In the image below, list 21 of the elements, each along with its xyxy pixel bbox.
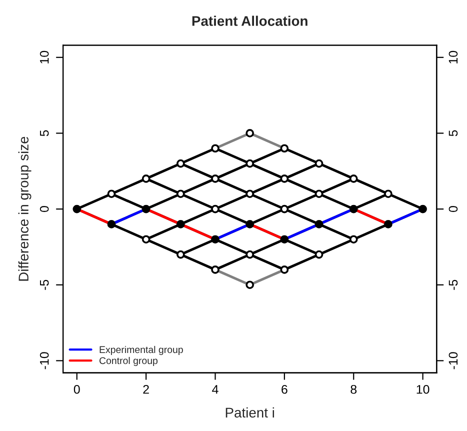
x-tick-label: 2 — [143, 384, 149, 394]
legend-label: Control group — [100, 356, 158, 366]
x-tick-label: 6 — [282, 384, 288, 394]
x-tick-label: 0 — [74, 384, 80, 394]
x-tick-label: 4 — [212, 385, 218, 394]
x-tick-label: 10 — [416, 384, 430, 394]
y-tick-label: -10 — [40, 352, 49, 370]
chart-title: Patient Allocation — [192, 16, 308, 26]
y-axis-title: Difference in group size — [18, 136, 32, 281]
y-tick-label: -5 — [40, 280, 49, 290]
x-tick-label: 8 — [350, 384, 357, 394]
x-axis-title: Patient i — [226, 407, 274, 418]
y-tick-label: 5 — [40, 130, 49, 136]
y2-tick-label: 0 — [448, 206, 458, 212]
y2-tick-label: 5 — [448, 130, 458, 136]
y2-tick-label: -5 — [448, 280, 458, 290]
y-tick-label: 10 — [40, 50, 49, 64]
y2-tick-label: 10 — [448, 50, 458, 64]
y-tick-label: 0 — [40, 206, 49, 212]
y2-tick-label: -10 — [448, 352, 458, 370]
legend-label: Experimental group — [100, 346, 183, 355]
